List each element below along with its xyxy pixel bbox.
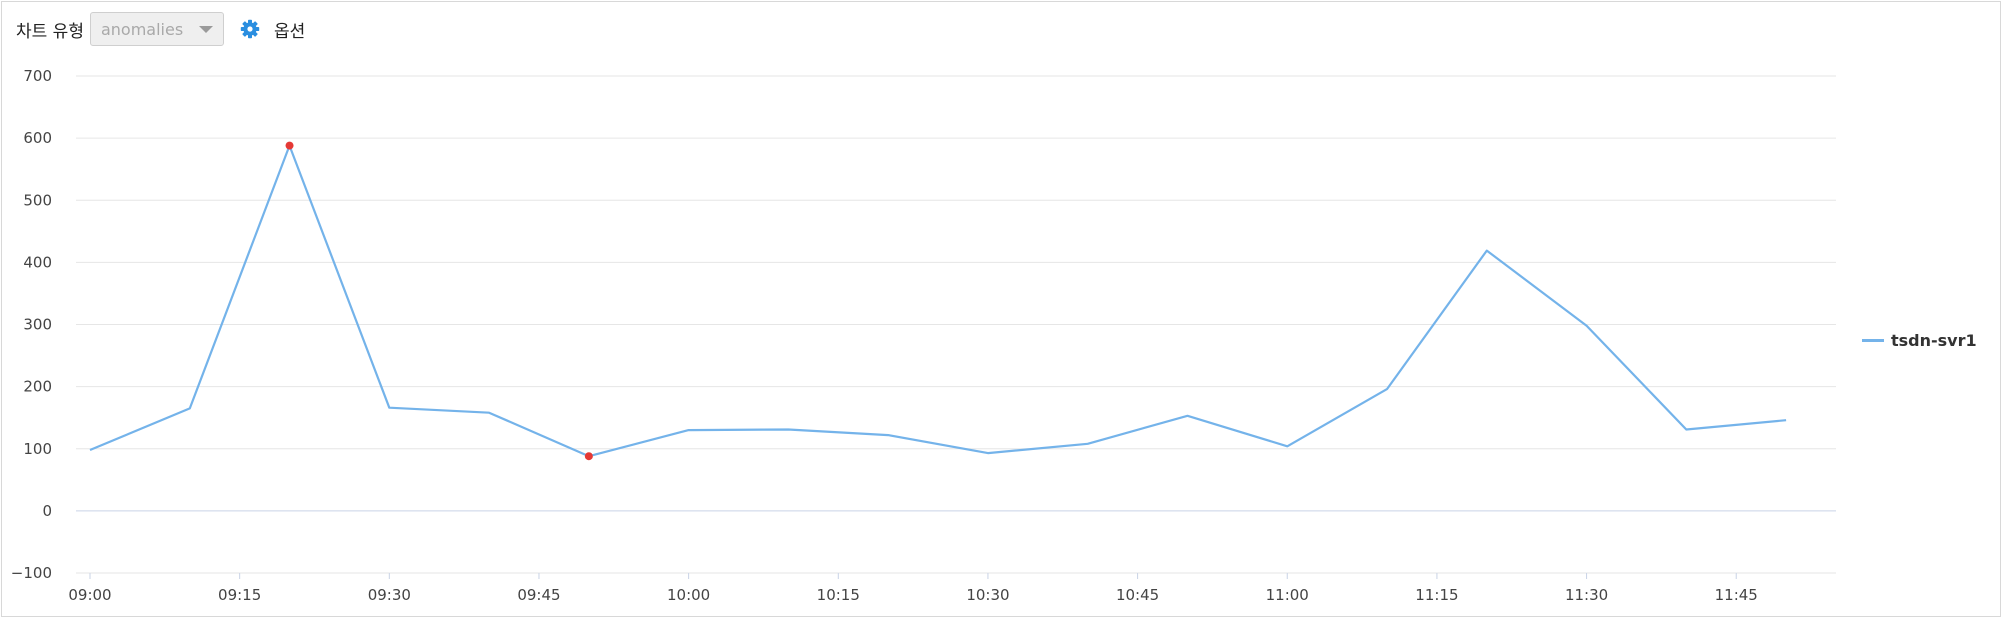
gear-icon [240,19,260,39]
legend-label: tsdn-svr1 [1891,331,1977,350]
x-tick-label: 11:30 [1565,586,1608,604]
y-tick-label: 600 [23,129,52,147]
x-tick-label: 09:15 [218,586,261,604]
x-tick-label: 10:00 [667,586,710,604]
options-button[interactable]: 옵션 [240,17,305,42]
chart-type-select[interactable]: anomalies [89,12,224,46]
x-tick-label: 10:30 [966,586,1009,604]
y-tick-label: 300 [23,316,52,334]
legend-swatch [1862,339,1884,342]
chart-type-value: anomalies [100,19,184,39]
y-tick-label: 400 [23,253,52,271]
x-tick-label: 09:30 [368,586,411,604]
x-tick-label: 11:45 [1715,586,1758,604]
chart-toolbar: 차트 유형 anomalies 옵션 [16,10,305,48]
chart-type-label: 차트 유형 [16,21,84,42]
anomaly-point [584,452,593,461]
x-tick-label: 09:45 [517,586,560,604]
y-tick-label: 500 [23,191,52,209]
x-tick-label: 10:15 [817,586,860,604]
y-tick-label: 0 [42,502,52,520]
y-tick-label: 200 [23,378,52,396]
x-tick-label: 09:00 [68,586,111,604]
options-label: 옵션 [273,21,306,42]
x-tick-label: 11:15 [1415,586,1458,604]
y-tick-label: 100 [23,440,52,458]
anomaly-point [285,141,294,150]
y-tick-label: 700 [23,67,52,85]
legend-item[interactable]: tsdn-svr1 [1862,331,1977,350]
x-tick-label: 11:00 [1266,586,1309,604]
chevron-down-icon [198,25,213,33]
series-line [89,144,1787,458]
x-tick-label: 10:45 [1116,586,1159,604]
y-tick-label: −100 [11,564,52,582]
